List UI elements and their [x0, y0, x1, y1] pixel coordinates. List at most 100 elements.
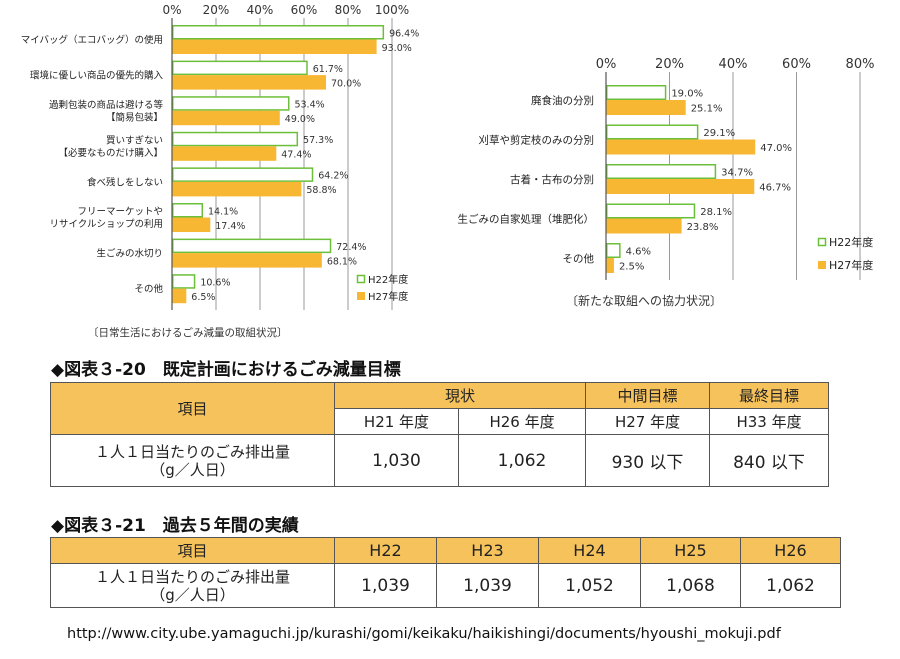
value-h26: 1,062 — [740, 563, 841, 608]
x-tick-label: 100% — [375, 3, 409, 17]
x-tick-label: 80% — [846, 57, 875, 72]
category-label: 古着・古布の分別 — [510, 173, 594, 186]
year-h33: H33 年度 — [709, 408, 830, 435]
bar-h27 — [606, 100, 686, 115]
data-label-h27: 6.5% — [191, 292, 215, 303]
x-tick-label: 40% — [719, 57, 748, 72]
data-label-h27: 70.0% — [331, 78, 361, 89]
x-tick-label: 40% — [247, 3, 274, 17]
table-3-20-title: ◆図表３-20 既定計画におけるごみ減量目標 — [51, 360, 401, 380]
category-label: フリーマーケットや — [77, 207, 163, 218]
data-label-h27: 17.4% — [215, 221, 245, 232]
value-h22: 1,039 — [334, 563, 437, 608]
value-h25: 1,068 — [640, 563, 741, 608]
bar-h27 — [172, 146, 277, 161]
legend-label-h22: H22年度 — [829, 235, 873, 249]
year-h27: H27 年度 — [585, 408, 711, 435]
year-h26: H26 — [740, 537, 841, 564]
row-label-unit: （g／人日） — [150, 585, 235, 604]
x-tick-label: 80% — [335, 3, 362, 17]
header-item: 項目 — [50, 537, 335, 564]
data-label-h22: 96.4% — [389, 28, 419, 39]
row-label: １人１日当たりのごみ排出量 （g／人日） — [50, 434, 335, 487]
category-label: 過剰包装の商品は避ける等 — [49, 99, 164, 111]
value-h33: 840 以下 — [709, 434, 830, 487]
chart-daily-waste-reduction: 0% 20% 40% 60% 80% 100% マイバッグ（エコバッグ）の使用 96.4% 93… — [21, 3, 420, 339]
chart-new-initiatives: 0% 20% 40% 60% 80% 廃食油の分別 19.0% 25.1% 刈草や剪定枝のみの分… — [458, 57, 875, 308]
chart-caption: 〔新たな取組への協力状況〕 — [566, 293, 722, 308]
year-h24: H24 — [538, 537, 641, 564]
data-label-h27: 49.0% — [285, 114, 315, 125]
data-label-h27: 23.8% — [687, 222, 719, 233]
category-label: 【必要なものだけ購入】 — [58, 147, 163, 159]
year-h26: H26 年度 — [457, 408, 587, 435]
year-h23: H23 — [436, 537, 539, 564]
legend-swatch-h22 — [356, 274, 366, 284]
table-3-21: 項目 H22 H23 H24 H25 H26 １人１日当たりのごみ排出量 （g／… — [50, 537, 841, 608]
bar-h22 — [172, 96, 290, 111]
year-h22: H22 — [334, 537, 437, 564]
legend-swatch-h27 — [357, 292, 365, 300]
data-label-h22: 61.7% — [313, 64, 343, 75]
data-label-h27: 25.1% — [691, 104, 723, 115]
row-label-main: １人１日当たりのごみ排出量 — [94, 442, 290, 461]
legend-label-h27: H27年度 — [829, 258, 873, 272]
data-label-h22: 29.1% — [703, 128, 735, 139]
bar-h22 — [172, 274, 196, 289]
category-label: マイバッグ（エコバッグ）の使用 — [21, 34, 163, 46]
bar-h22 — [172, 203, 204, 218]
header-current: 現状 — [333, 382, 587, 409]
data-label-h27: 47.4% — [281, 150, 311, 161]
row-label-unit: （g／人日） — [150, 460, 235, 479]
data-label-h22: 19.0% — [671, 89, 703, 100]
data-label-h27: 2.5% — [619, 262, 644, 273]
legend-label-h22: H22年度 — [368, 273, 408, 286]
bar-h22 — [172, 60, 308, 76]
x-tick-label: 60% — [291, 3, 318, 17]
header-interim-target: 中間目標 — [585, 382, 711, 409]
category-label: リサイクルショップの利用 — [49, 218, 163, 230]
data-label-h22: 53.4% — [294, 99, 324, 110]
data-label-h22: 10.6% — [200, 277, 230, 288]
bar-h22 — [172, 131, 299, 147]
header-item: 項目 — [50, 382, 335, 435]
bar-h22 — [606, 124, 699, 140]
category-label: 廃食油の分別 — [531, 94, 594, 107]
data-label-h22: 28.1% — [700, 207, 732, 218]
bar-h22 — [606, 243, 621, 258]
x-tick-label: 20% — [203, 3, 230, 17]
bar-h27 — [606, 218, 682, 234]
data-label-h22: 34.7% — [721, 168, 753, 179]
data-label-h27: 47.0% — [760, 143, 792, 154]
data-label-h22: 4.6% — [626, 247, 651, 258]
bar-h27 — [172, 217, 211, 232]
bar-h27 — [172, 288, 187, 304]
legend-swatch-h22 — [817, 237, 827, 247]
data-label-h22: 57.3% — [303, 135, 333, 146]
x-tick-label: 20% — [655, 57, 684, 72]
category-label: 生ごみの水切り — [96, 248, 163, 260]
category-label: 食べ残しをしない — [87, 176, 163, 188]
source-url: http://www.city.ube.yamaguchi.jp/kurashi… — [67, 626, 781, 642]
table-3-20: 項目 現状 中間目標 最終目標 H21 年度 H26 年度 H27 年度 H33… — [50, 382, 830, 487]
value-h21: 1,030 — [334, 434, 459, 487]
x-tick-label: 60% — [782, 57, 811, 72]
row-label: １人１日当たりのごみ排出量 （g／人日） — [50, 563, 335, 608]
row-label-main: １人１日当たりのごみ排出量 — [94, 567, 290, 586]
category-label: 生ごみの自家処理（堆肥化） — [458, 212, 595, 225]
category-label: その他 — [134, 283, 163, 295]
value-h26: 1,062 — [457, 434, 587, 487]
bar-h27 — [606, 258, 614, 273]
value-h23: 1,039 — [436, 563, 539, 608]
data-label-h27: 68.1% — [327, 256, 357, 267]
data-label-h27: 58.8% — [306, 185, 336, 196]
bar-h27 — [172, 75, 326, 90]
x-tick-label: 0% — [596, 57, 617, 72]
bar-h22 — [172, 167, 314, 182]
bar-h22 — [606, 203, 696, 219]
category-label: その他 — [563, 252, 595, 265]
bar-h27 — [172, 253, 322, 268]
chart-caption: 〔日常生活におけるごみ減量の取組状況〕 — [88, 326, 288, 339]
bar-h27 — [172, 110, 280, 126]
bar-h27 — [172, 39, 377, 54]
